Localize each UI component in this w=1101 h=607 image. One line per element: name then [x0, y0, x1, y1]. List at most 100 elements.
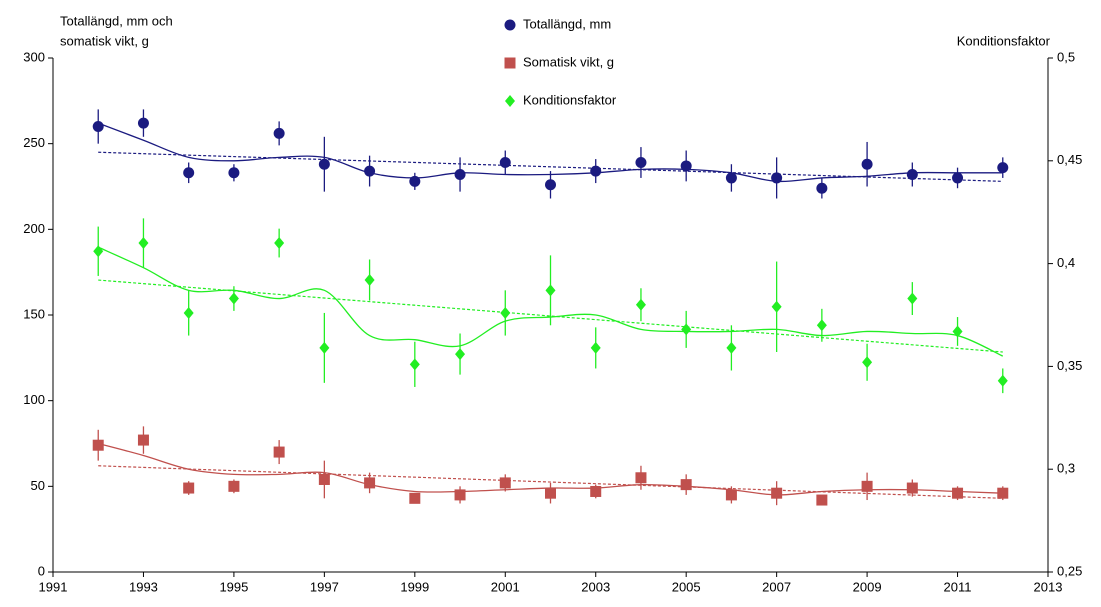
- marker: [680, 160, 692, 172]
- marker: [680, 479, 692, 491]
- marker: [726, 341, 737, 354]
- marker: [409, 175, 421, 187]
- x-tick-label: 1995: [219, 579, 248, 594]
- marker: [590, 341, 601, 354]
- y2-axis-title: Konditionsfaktor: [957, 33, 1051, 48]
- marker: [318, 158, 330, 170]
- marker: [907, 292, 918, 305]
- marker: [318, 473, 330, 485]
- y2-tick-label: 0,35: [1057, 358, 1082, 373]
- marker: [319, 341, 330, 354]
- marker: [861, 158, 873, 170]
- y-tick-label: 50: [31, 478, 45, 493]
- x-tick-label: 2011: [944, 579, 972, 594]
- x-tick-label: 1993: [129, 579, 158, 594]
- marker: [952, 172, 964, 184]
- marker: [92, 121, 104, 133]
- legend-marker: [504, 57, 516, 69]
- marker: [92, 439, 104, 451]
- trend-line: [98, 151, 1003, 182]
- trend-line: [98, 279, 1003, 353]
- x-tick-label: 2007: [762, 579, 791, 594]
- trend-line: [98, 465, 1003, 499]
- y-tick-label: 100: [23, 392, 45, 407]
- marker: [228, 167, 240, 179]
- marker: [545, 179, 556, 191]
- marker: [952, 487, 964, 499]
- legend-label: Totallängd, mm: [523, 16, 611, 31]
- marker: [409, 492, 421, 504]
- marker: [771, 487, 783, 499]
- marker: [635, 298, 646, 311]
- y2-tick-label: 0,3: [1057, 461, 1075, 476]
- marker: [228, 292, 239, 305]
- marker: [725, 172, 737, 184]
- marker: [183, 482, 195, 494]
- y-tick-label: 0: [38, 563, 45, 578]
- marker: [273, 127, 285, 139]
- marker: [454, 489, 466, 501]
- marker: [771, 172, 783, 184]
- marker: [635, 472, 647, 484]
- marker: [364, 274, 375, 287]
- marker: [137, 117, 149, 129]
- marker: [635, 157, 647, 169]
- marker: [364, 477, 376, 489]
- marker: [228, 480, 240, 492]
- marker: [725, 489, 737, 501]
- marker: [997, 487, 1009, 499]
- marker: [137, 434, 149, 446]
- marker: [545, 284, 556, 297]
- y-tick-label: 250: [23, 135, 45, 150]
- x-tick-label: 2005: [672, 579, 701, 594]
- x-tick-label: 1999: [400, 579, 429, 594]
- marker: [997, 374, 1008, 387]
- marker: [455, 348, 466, 361]
- marker: [816, 494, 828, 506]
- marker: [409, 358, 420, 371]
- marker: [93, 245, 104, 258]
- y-tick-label: 200: [23, 221, 45, 236]
- y2-tick-label: 0,5: [1057, 49, 1075, 64]
- marker: [183, 167, 195, 179]
- y-tick-label: 300: [23, 49, 45, 64]
- marker: [681, 323, 692, 336]
- marker: [273, 446, 285, 458]
- y2-tick-label: 0,45: [1057, 152, 1082, 167]
- marker: [499, 157, 511, 169]
- marker: [183, 306, 194, 319]
- legend-label: Somatisk vikt, g: [523, 54, 614, 69]
- marker: [364, 165, 376, 177]
- marker: [906, 482, 918, 494]
- marker: [816, 319, 827, 332]
- marker: [816, 182, 828, 194]
- marker: [906, 169, 918, 181]
- marker: [590, 165, 602, 177]
- marker: [997, 162, 1009, 174]
- marker: [274, 237, 285, 250]
- legend-label: Konditionsfaktor: [523, 92, 617, 107]
- marker: [952, 325, 963, 338]
- marker: [862, 356, 873, 369]
- marker: [861, 480, 873, 492]
- y-axis-title: Totallängd, mm och: [60, 13, 173, 28]
- y2-tick-label: 0,25: [1057, 563, 1082, 578]
- legend-marker: [505, 95, 515, 107]
- x-tick-label: 2013: [1034, 579, 1063, 594]
- y-tick-label: 150: [23, 306, 45, 321]
- x-tick-label: 2009: [853, 579, 882, 594]
- legend-marker: [504, 19, 516, 31]
- marker: [590, 485, 602, 497]
- x-tick-label: 2001: [491, 579, 520, 594]
- marker: [771, 300, 782, 313]
- x-tick-label: 1991: [39, 579, 68, 594]
- marker: [138, 237, 149, 250]
- x-tick-label: 1997: [310, 579, 339, 594]
- marker: [545, 487, 556, 499]
- marker: [454, 169, 466, 181]
- marker: [500, 306, 511, 319]
- y2-tick-label: 0,4: [1057, 255, 1075, 270]
- marker: [499, 477, 511, 489]
- y-axis-title: somatisk vikt, g: [60, 33, 149, 48]
